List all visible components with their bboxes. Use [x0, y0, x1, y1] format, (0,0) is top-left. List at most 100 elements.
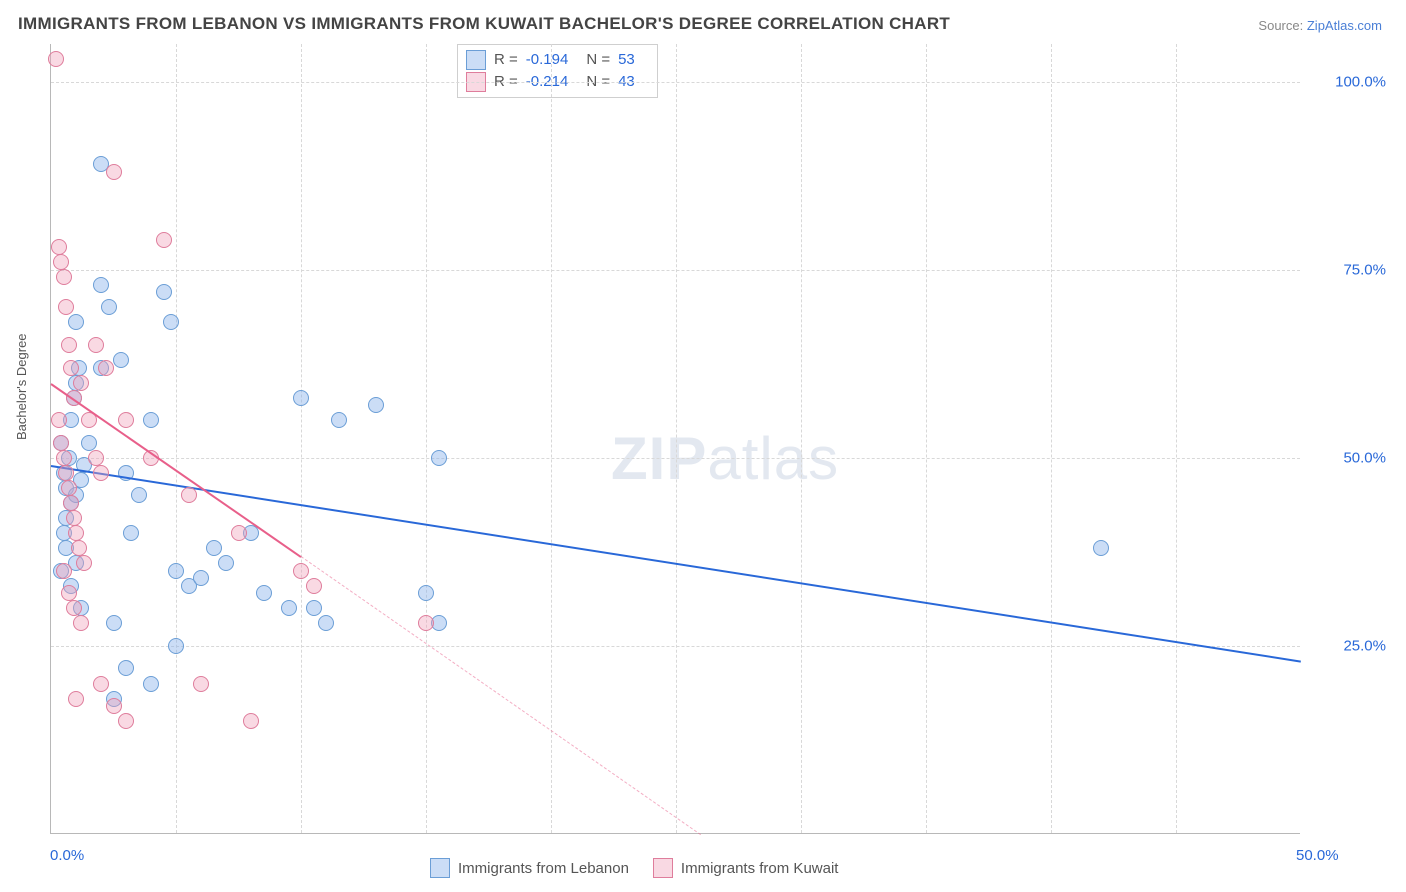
- data-point: [118, 660, 134, 676]
- grid-line: [676, 44, 677, 833]
- data-point: [76, 555, 92, 571]
- data-point: [131, 487, 147, 503]
- data-point: [61, 480, 77, 496]
- data-point: [431, 450, 447, 466]
- stat-n-label: N =: [586, 49, 610, 71]
- legend-swatch: [466, 50, 486, 70]
- y-tick-label: 75.0%: [1343, 261, 1386, 278]
- grid-line: [551, 44, 552, 833]
- data-point: [88, 337, 104, 353]
- stat-r-label: R =: [494, 49, 518, 71]
- data-point: [118, 713, 134, 729]
- data-point: [143, 676, 159, 692]
- data-point: [293, 390, 309, 406]
- data-point: [231, 525, 247, 541]
- data-point: [66, 600, 82, 616]
- data-point: [93, 277, 109, 293]
- data-point: [56, 450, 72, 466]
- legend-item: Immigrants from Kuwait: [653, 858, 839, 878]
- data-point: [73, 615, 89, 631]
- data-point: [256, 585, 272, 601]
- trend-line-extrapolated: [301, 556, 702, 835]
- data-point: [51, 412, 67, 428]
- data-point: [318, 615, 334, 631]
- data-point: [168, 638, 184, 654]
- legend-swatch: [430, 858, 450, 878]
- legend-label: Immigrants from Kuwait: [681, 860, 839, 877]
- y-tick-label: 25.0%: [1343, 637, 1386, 654]
- grid-line: [1176, 44, 1177, 833]
- y-tick-label: 50.0%: [1343, 449, 1386, 466]
- data-point: [73, 375, 89, 391]
- data-point: [368, 397, 384, 413]
- data-point: [331, 412, 347, 428]
- x-tick-label: 50.0%: [1296, 847, 1406, 864]
- data-point: [181, 487, 197, 503]
- data-point: [53, 435, 69, 451]
- grid-line: [801, 44, 802, 833]
- data-point: [1093, 540, 1109, 556]
- data-point: [113, 352, 129, 368]
- data-point: [168, 563, 184, 579]
- legend-item: Immigrants from Lebanon: [430, 858, 629, 878]
- data-point: [71, 540, 87, 556]
- legend-label: Immigrants from Lebanon: [458, 860, 629, 877]
- data-point: [63, 495, 79, 511]
- y-tick-label: 100.0%: [1335, 73, 1386, 90]
- x-tick-label: 0.0%: [50, 847, 84, 864]
- data-point: [123, 525, 139, 541]
- data-point: [281, 600, 297, 616]
- data-point: [106, 164, 122, 180]
- data-point: [61, 337, 77, 353]
- data-point: [306, 600, 322, 616]
- grid-line: [1051, 44, 1052, 833]
- stat-r-value: -0.194: [526, 49, 569, 71]
- stat-n-value: 53: [618, 49, 635, 71]
- series-legend: Immigrants from Lebanon Immigrants from K…: [430, 858, 838, 878]
- data-point: [68, 525, 84, 541]
- data-point: [418, 615, 434, 631]
- source-label: Source:: [1258, 18, 1303, 33]
- data-point: [68, 691, 84, 707]
- data-point: [61, 585, 77, 601]
- data-point: [93, 676, 109, 692]
- grid-line: [426, 44, 427, 833]
- y-axis-label: Bachelor's Degree: [14, 333, 29, 440]
- data-point: [218, 555, 234, 571]
- grid-line: [176, 44, 177, 833]
- source-attribution: Source: ZipAtlas.com: [1258, 18, 1382, 33]
- data-point: [156, 232, 172, 248]
- data-point: [68, 314, 84, 330]
- data-point: [93, 465, 109, 481]
- stats-legend: R =-0.194N =53R =-0.214N =43: [457, 44, 658, 98]
- data-point: [206, 540, 222, 556]
- data-point: [56, 269, 72, 285]
- data-point: [118, 412, 134, 428]
- data-point: [63, 360, 79, 376]
- data-point: [243, 713, 259, 729]
- source-value: ZipAtlas.com: [1307, 18, 1382, 33]
- data-point: [88, 450, 104, 466]
- data-point: [163, 314, 179, 330]
- data-point: [101, 299, 117, 315]
- data-point: [81, 435, 97, 451]
- data-point: [156, 284, 172, 300]
- data-point: [306, 578, 322, 594]
- data-point: [56, 563, 72, 579]
- data-point: [106, 698, 122, 714]
- data-point: [58, 465, 74, 481]
- data-point: [193, 570, 209, 586]
- data-point: [293, 563, 309, 579]
- data-point: [66, 510, 82, 526]
- data-point: [58, 299, 74, 315]
- grid-line: [926, 44, 927, 833]
- data-point: [106, 615, 122, 631]
- data-point: [418, 585, 434, 601]
- data-point: [51, 239, 67, 255]
- data-point: [143, 412, 159, 428]
- stats-row: R = -0.194 N = 53: [466, 49, 645, 71]
- chart-title: IMMIGRANTS FROM LEBANON VS IMMIGRANTS FR…: [18, 14, 950, 34]
- data-point: [48, 51, 64, 67]
- data-point: [53, 254, 69, 270]
- data-point: [98, 360, 114, 376]
